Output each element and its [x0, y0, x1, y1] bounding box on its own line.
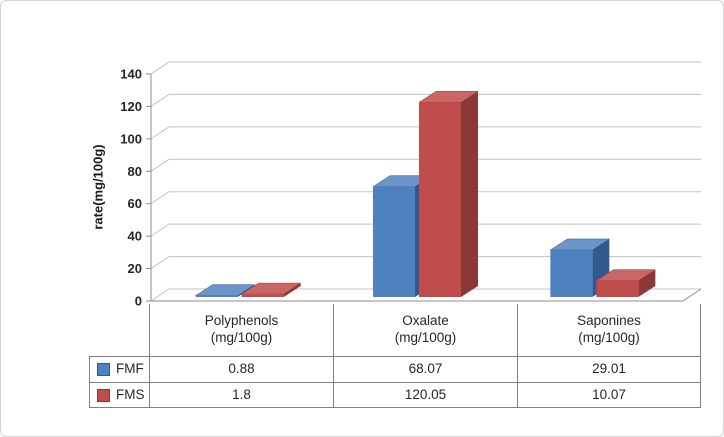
y-tick-label: 20 [128, 261, 142, 276]
category-unit: (mg/100g) [210, 330, 273, 345]
table-cell-value: 29.01 [517, 356, 701, 382]
y-tick-label: 140 [120, 67, 142, 82]
category-header-polyphenols: Polyphenols (mg/100g) [149, 304, 333, 356]
category-name: Polyphenols [204, 313, 279, 329]
bar-front-face [419, 102, 461, 297]
table-cell-value: 120.05 [333, 382, 517, 408]
table-row-fms: FMS 1.8 120.05 10.07 [89, 382, 701, 408]
gridline [150, 93, 701, 107]
bar-front-face [550, 249, 593, 297]
bar-front-face [241, 294, 284, 297]
category-name: Oxalate [402, 313, 449, 329]
table-cell-value: 1.8 [149, 382, 333, 408]
y-tick-label: 60 [128, 196, 142, 211]
legend-cell-fms: FMS [89, 382, 149, 408]
gridline [150, 223, 701, 237]
legend-swatch-fmf-icon [97, 363, 110, 376]
y-tick-label: 80 [128, 164, 142, 179]
y-tick-label: 0 [135, 294, 142, 309]
gridline [150, 158, 701, 172]
series-label: FMF [116, 361, 144, 377]
y-tick-label: 120 [120, 99, 142, 114]
bar-front-face [195, 295, 238, 297]
floor-back-edge [150, 288, 701, 302]
category-name: Saponines [577, 313, 641, 329]
category-header-oxalate: Oxalate (mg/100g) [333, 304, 517, 356]
table-corner-cell [89, 304, 149, 356]
category-unit: (mg/100g) [394, 330, 457, 345]
table-cell-value: 10.07 [517, 382, 701, 408]
bar-side-face [638, 269, 656, 297]
series-label: FMS [116, 386, 145, 402]
y-axis-title: rate(mg/100g) [90, 144, 106, 230]
category-header-row: Polyphenols (mg/100g) Oxalate (mg/100g) … [89, 304, 701, 356]
category-unit: (mg/100g) [578, 330, 640, 345]
y-tick-label: 40 [128, 229, 142, 244]
gridline [150, 126, 701, 140]
data-table: Polyphenols (mg/100g) Oxalate (mg/100g) … [89, 304, 701, 408]
table-row-fmf: FMF 0.88 68.07 29.01 [89, 356, 701, 382]
gridline [150, 256, 701, 269]
floor-right-edge [682, 288, 702, 302]
bar-front-face [373, 186, 415, 297]
bar-side-face [283, 283, 301, 297]
legend-cell-fmf: FMF [89, 356, 149, 382]
legend-swatch-fms-icon [97, 388, 110, 402]
bar-front-face [596, 280, 639, 297]
gridline [150, 61, 701, 75]
gridline [150, 191, 701, 205]
bar-side-face [461, 91, 478, 297]
y-tick-label: 100 [120, 131, 142, 146]
category-header-saponines: Saponines (mg/100g) [517, 304, 701, 356]
table-cell-value: 0.88 [149, 356, 333, 382]
table-cell-value: 68.07 [333, 356, 517, 382]
